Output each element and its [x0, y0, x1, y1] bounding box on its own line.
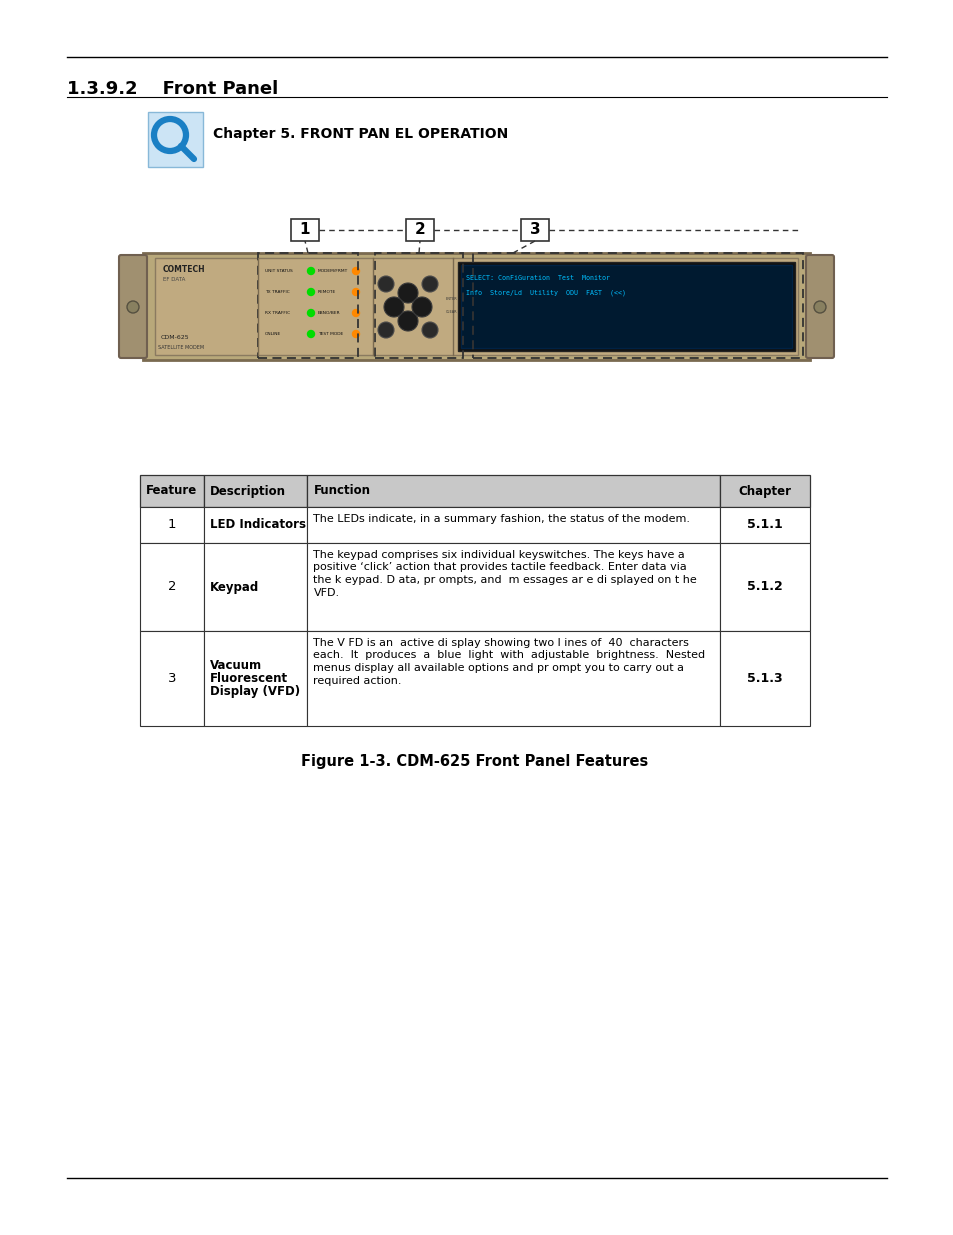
Bar	[406, 219, 434, 241]
Bar	[375, 253, 462, 358]
Text: Vacuum: Vacuum	[210, 659, 261, 672]
Circle shape	[813, 301, 825, 312]
Bar	[140, 631, 203, 726]
Bar	[140, 543, 203, 631]
Text: EBNO/BER: EBNO/BER	[317, 311, 340, 315]
Text: ONLINE: ONLINE	[265, 332, 281, 336]
Bar	[719, 475, 809, 508]
Text: CDM-625: CDM-625	[161, 335, 190, 340]
Text: REMOTE: REMOTE	[317, 290, 335, 294]
Circle shape	[384, 296, 403, 317]
Text: COMTECH: COMTECH	[163, 266, 206, 274]
Text: The V FD is an  active di splay showing two l ines of  40  characters: The V FD is an active di splay showing t…	[314, 638, 689, 648]
FancyBboxPatch shape	[119, 254, 147, 358]
Bar	[307, 475, 719, 508]
Bar	[457, 262, 794, 351]
Text: Fluorescent: Fluorescent	[210, 672, 288, 685]
Text: The keypad comprises six individual keyswitches. The keys have a: The keypad comprises six individual keys…	[314, 550, 684, 559]
Circle shape	[352, 268, 359, 274]
Circle shape	[421, 275, 437, 291]
Bar	[203, 475, 307, 508]
Text: 5.1.1: 5.1.1	[746, 519, 781, 531]
Bar	[719, 543, 809, 631]
Text: Keypad: Keypad	[210, 580, 258, 594]
Text: SATELLITE MODEM: SATELLITE MODEM	[158, 345, 204, 350]
Text: Feature: Feature	[146, 484, 197, 498]
Text: The LEDs indicate, in a summary fashion, the status of the modem.: The LEDs indicate, in a summary fashion,…	[314, 514, 690, 524]
Circle shape	[352, 310, 359, 316]
Circle shape	[352, 289, 359, 295]
Bar	[140, 475, 203, 508]
Text: 3: 3	[168, 672, 176, 685]
Bar	[203, 631, 307, 726]
Text: Info  Store/Ld  Utility  ODU  FAST  (<<): Info Store/Ld Utility ODU FAST (<<)	[465, 289, 625, 295]
Text: TX TRAFFIC: TX TRAFFIC	[265, 290, 290, 294]
Text: 5.1.3: 5.1.3	[746, 672, 781, 685]
Text: Function: Function	[314, 484, 370, 498]
Text: each.  It  produces  a  blue  light  with  adjustable  brightness.  Nested: each. It produces a blue light with adju…	[314, 651, 705, 661]
Bar	[203, 543, 307, 631]
Text: the k eypad. D ata, pr ompts, and  m essages ar e di splayed on t he: the k eypad. D ata, pr ompts, and m essa…	[314, 576, 697, 585]
Bar	[291, 219, 318, 241]
Text: UNIT STATUS: UNIT STATUS	[265, 269, 293, 273]
Text: 1: 1	[168, 519, 176, 531]
Bar	[154, 258, 797, 354]
Text: required action.: required action.	[314, 676, 401, 685]
Circle shape	[397, 283, 417, 303]
Text: EF DATA: EF DATA	[163, 277, 185, 282]
Bar	[307, 543, 719, 631]
Circle shape	[127, 301, 139, 312]
Bar	[307, 631, 719, 726]
Text: LED Indicators: LED Indicators	[210, 519, 305, 531]
Bar	[719, 631, 809, 726]
Text: menus display all available options and pr ompt you to carry out a: menus display all available options and …	[314, 663, 684, 673]
Text: 1.3.9.2    Front Panel: 1.3.9.2 Front Panel	[67, 80, 278, 98]
Text: Chapter: Chapter	[738, 484, 790, 498]
Text: Description: Description	[210, 484, 285, 498]
Text: CLEAR: CLEAR	[446, 310, 457, 314]
Text: VFD.: VFD.	[314, 588, 339, 598]
Text: positive ‘click’ action that provides tactile feedback. Enter data via: positive ‘click’ action that provides ta…	[314, 562, 686, 573]
Circle shape	[412, 296, 432, 317]
Text: 2: 2	[168, 580, 176, 594]
Circle shape	[307, 331, 314, 337]
Bar	[257, 253, 357, 358]
Circle shape	[307, 310, 314, 316]
Circle shape	[377, 322, 394, 338]
Bar	[140, 508, 203, 543]
Text: ENTER: ENTER	[446, 296, 457, 301]
Bar	[203, 508, 307, 543]
Text: 5.1.2: 5.1.2	[746, 580, 781, 594]
Circle shape	[307, 268, 314, 274]
Bar	[719, 508, 809, 543]
Bar	[307, 508, 719, 543]
Text: 2: 2	[415, 222, 425, 237]
FancyBboxPatch shape	[148, 112, 203, 167]
Bar	[520, 219, 548, 241]
Circle shape	[421, 322, 437, 338]
Circle shape	[377, 275, 394, 291]
Text: Display (VFD): Display (VFD)	[210, 685, 299, 698]
Text: TEST MODE: TEST MODE	[317, 332, 343, 336]
Text: MODEM/FRMT: MODEM/FRMT	[317, 269, 348, 273]
FancyBboxPatch shape	[805, 254, 833, 358]
Text: Chapter 5. FRONT PAN EL OPERATION: Chapter 5. FRONT PAN EL OPERATION	[213, 127, 508, 141]
Text: SELECT: ConFiGuration  Test  Monitor: SELECT: ConFiGuration Test Monitor	[465, 275, 609, 282]
Circle shape	[352, 331, 359, 337]
Bar	[473, 253, 802, 358]
Bar	[143, 253, 809, 359]
Circle shape	[307, 289, 314, 295]
Text: Figure 1-3. CDM-625 Front Panel Features: Figure 1-3. CDM-625 Front Panel Features	[301, 755, 648, 769]
Bar	[460, 266, 791, 348]
Circle shape	[397, 311, 417, 331]
Text: RX TRAFFIC: RX TRAFFIC	[265, 311, 290, 315]
Text: 1: 1	[299, 222, 310, 237]
Text: 3: 3	[529, 222, 539, 237]
